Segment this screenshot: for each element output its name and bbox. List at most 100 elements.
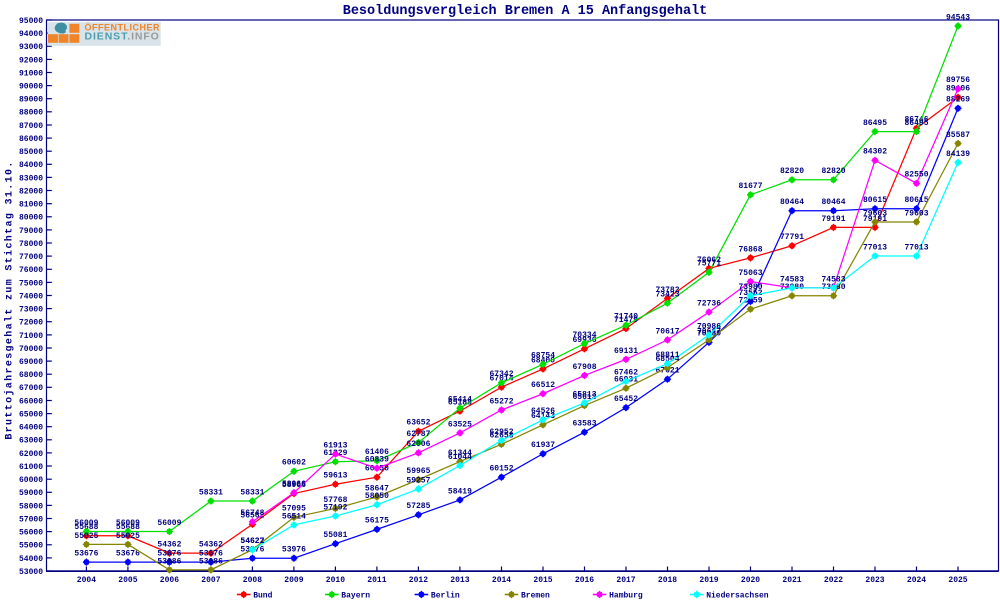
svg-text:82820: 82820 [780, 167, 804, 176]
svg-text:63652: 63652 [406, 419, 430, 428]
svg-text:53000: 53000 [19, 568, 43, 577]
svg-text:59613: 59613 [323, 472, 347, 481]
svg-text:80464: 80464 [780, 198, 804, 207]
svg-text:Hamburg: Hamburg [609, 591, 643, 600]
svg-text:62000: 62000 [19, 450, 43, 459]
svg-text:65414: 65414 [448, 396, 472, 405]
svg-text:Bayern: Bayern [341, 591, 370, 600]
svg-text:70617: 70617 [655, 327, 679, 336]
svg-text:Bruttojahresgehalt zum Stichta: Bruttojahresgehalt zum Stichtag 31.10. [4, 160, 16, 439]
svg-text:62787: 62787 [406, 430, 430, 439]
svg-text:77791: 77791 [780, 233, 804, 242]
svg-text:55000: 55000 [19, 542, 43, 551]
svg-text:60000: 60000 [19, 476, 43, 485]
svg-text:53676: 53676 [116, 550, 140, 559]
svg-text:79603: 79603 [904, 209, 928, 218]
svg-text:85000: 85000 [19, 148, 43, 157]
svg-text:2012: 2012 [409, 576, 428, 585]
svg-text:80615: 80615 [904, 196, 928, 205]
svg-text:58647: 58647 [365, 484, 389, 493]
svg-text:62006: 62006 [406, 440, 430, 449]
svg-text:2005: 2005 [118, 576, 137, 585]
svg-text:58419: 58419 [448, 487, 472, 496]
svg-text:90000: 90000 [19, 83, 43, 92]
svg-text:66512: 66512 [531, 381, 555, 390]
svg-text:67014: 67014 [489, 375, 513, 384]
svg-text:58331: 58331 [240, 489, 264, 498]
svg-text:53676: 53676 [74, 550, 98, 559]
svg-text:75000: 75000 [19, 279, 43, 288]
svg-text:81677: 81677 [738, 182, 762, 191]
svg-text:67000: 67000 [19, 384, 43, 393]
svg-text:80615: 80615 [863, 196, 887, 205]
svg-text:71740: 71740 [614, 313, 638, 322]
svg-text:2020: 2020 [741, 576, 760, 585]
svg-text:Besoldungsvergleich Bremen A 1: Besoldungsvergleich Bremen A 15 Anfangsg… [343, 4, 708, 19]
svg-text:57768: 57768 [323, 496, 347, 505]
svg-text:72000: 72000 [19, 319, 43, 328]
svg-text:77013: 77013 [863, 243, 887, 252]
svg-text:2019: 2019 [699, 576, 718, 585]
svg-text:2018: 2018 [658, 576, 677, 585]
svg-text:65272: 65272 [489, 397, 513, 406]
svg-text:57192: 57192 [323, 503, 347, 512]
svg-text:2016: 2016 [575, 576, 594, 585]
svg-text:74000: 74000 [19, 292, 43, 301]
svg-text:63525: 63525 [448, 420, 472, 429]
svg-text:55688: 55688 [116, 523, 140, 532]
svg-text:Berlin: Berlin [431, 591, 460, 600]
svg-text:57285: 57285 [406, 502, 430, 511]
svg-text:69131: 69131 [614, 347, 638, 356]
svg-text:2023: 2023 [865, 576, 884, 585]
svg-text:2022: 2022 [824, 576, 843, 585]
svg-text:75771: 75771 [697, 260, 721, 269]
svg-text:55081: 55081 [323, 531, 347, 540]
svg-text:56009: 56009 [157, 519, 181, 528]
svg-text:56748: 56748 [240, 509, 264, 518]
svg-text:77000: 77000 [19, 253, 43, 262]
svg-text:74583: 74583 [780, 275, 804, 284]
svg-text:61044: 61044 [448, 453, 472, 462]
svg-text:DIENST.INFO: DIENST.INFO [85, 30, 160, 42]
svg-text:56009: 56009 [116, 519, 140, 528]
svg-text:54622: 54622 [240, 537, 264, 546]
svg-text:65813: 65813 [572, 390, 596, 399]
svg-text:58050: 58050 [365, 492, 389, 501]
svg-text:80000: 80000 [19, 214, 43, 223]
svg-text:54362: 54362 [157, 541, 181, 550]
svg-text:86000: 86000 [19, 135, 43, 144]
svg-text:63583: 63583 [572, 420, 596, 429]
svg-text:64000: 64000 [19, 424, 43, 433]
svg-text:2008: 2008 [243, 576, 262, 585]
svg-text:82000: 82000 [19, 187, 43, 196]
svg-text:64526: 64526 [531, 407, 555, 416]
svg-text:85587: 85587 [946, 131, 970, 140]
svg-text:53676: 53676 [157, 550, 181, 559]
svg-text:55025: 55025 [116, 532, 140, 541]
svg-text:68811: 68811 [655, 351, 679, 360]
svg-text:Bund: Bund [253, 591, 272, 600]
svg-text:2004: 2004 [77, 576, 96, 585]
svg-text:94000: 94000 [19, 30, 43, 39]
svg-text:56514: 56514 [282, 512, 306, 521]
svg-text:89756: 89756 [946, 76, 970, 85]
svg-text:73423: 73423 [655, 291, 679, 300]
svg-text:79000: 79000 [19, 227, 43, 236]
svg-text:2017: 2017 [616, 576, 635, 585]
svg-text:80464: 80464 [821, 198, 845, 207]
svg-text:60152: 60152 [489, 465, 513, 474]
svg-text:2014: 2014 [492, 576, 511, 585]
svg-text:77013: 77013 [904, 243, 928, 252]
svg-text:58331: 58331 [199, 489, 223, 498]
svg-text:2011: 2011 [367, 576, 386, 585]
svg-text:Bremen: Bremen [521, 591, 550, 600]
svg-text:62952: 62952 [489, 428, 513, 437]
svg-text:68000: 68000 [19, 371, 43, 380]
svg-text:73000: 73000 [19, 306, 43, 315]
svg-text:53676: 53676 [199, 550, 223, 559]
svg-text:67462: 67462 [614, 369, 638, 378]
svg-text:62658: 62658 [489, 432, 513, 441]
svg-text:65452: 65452 [614, 395, 638, 404]
svg-text:74583: 74583 [821, 275, 845, 284]
svg-text:87000: 87000 [19, 122, 43, 131]
